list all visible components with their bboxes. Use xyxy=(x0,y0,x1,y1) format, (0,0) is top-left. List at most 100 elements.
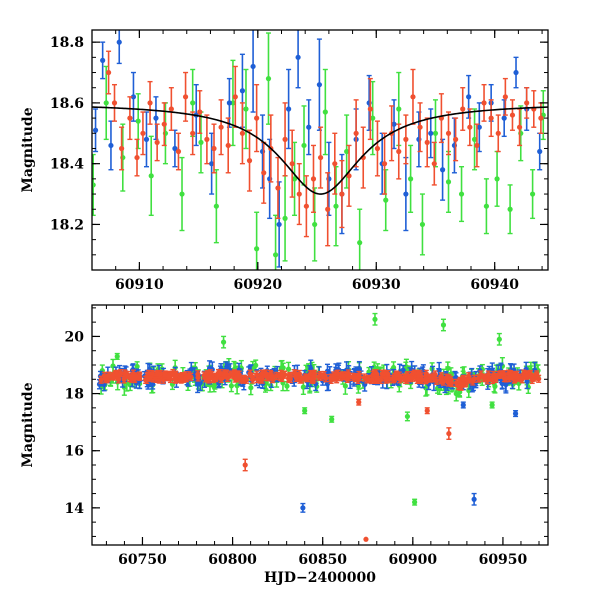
red-data-point xyxy=(340,372,346,381)
red-data-point xyxy=(345,369,352,378)
red-data-point xyxy=(424,117,430,168)
red-data-point xyxy=(410,68,416,125)
red-data-point xyxy=(460,374,467,384)
red-data-point xyxy=(118,368,124,378)
red-data-point xyxy=(407,374,413,383)
green-data-point xyxy=(282,175,288,262)
red-data-point xyxy=(147,80,153,125)
red-data-point xyxy=(239,102,246,165)
red-data-point xyxy=(339,159,345,229)
red-data-point xyxy=(402,375,409,384)
x-tick-label: 60920 xyxy=(233,277,282,293)
red-data-point xyxy=(474,123,480,168)
red-data-point xyxy=(416,369,422,378)
red-data-point xyxy=(453,117,459,162)
blue-data-point xyxy=(130,71,137,122)
red-data-point xyxy=(254,83,260,153)
red-data-point xyxy=(286,373,292,382)
red-data-point xyxy=(293,369,299,378)
red-data-point xyxy=(346,144,352,207)
green-data-point xyxy=(483,178,490,235)
blue-data-point xyxy=(153,96,159,141)
red-data-point xyxy=(317,126,324,189)
red-data-point xyxy=(105,50,112,95)
red-data-point xyxy=(154,123,160,162)
red-data-point xyxy=(403,114,409,165)
red-data-point xyxy=(467,108,473,147)
red-data-point xyxy=(246,129,253,192)
red-data-point xyxy=(423,374,430,384)
red-data-point xyxy=(431,141,437,186)
red-data-point xyxy=(445,111,452,156)
red-data-point xyxy=(531,90,537,128)
red-data-point xyxy=(250,375,256,384)
red-data-point xyxy=(361,373,367,382)
green-data-point xyxy=(408,144,414,213)
red-data-point xyxy=(140,111,146,156)
blue-data-point xyxy=(116,30,122,65)
red-data-point xyxy=(381,132,388,195)
green-outlier-point xyxy=(220,335,227,349)
y-tick-label: 14 xyxy=(65,501,85,517)
red-data-point xyxy=(488,99,494,138)
red-data-point xyxy=(172,371,178,380)
green-data-point xyxy=(179,156,185,232)
bottom-panel-full: 60750 60800 60850 60900 60950 14 16 18 20 Magnit… xyxy=(20,304,549,586)
x-tick-label: 60930 xyxy=(352,277,401,293)
blue-data-point xyxy=(428,108,434,159)
red-data-point xyxy=(360,126,366,189)
red-data-point xyxy=(417,102,423,153)
red-data-point xyxy=(393,370,400,379)
red-data-point xyxy=(513,372,519,381)
bottom-panel-ticks: 60750 60800 60850 60900 60950 14 16 18 20 xyxy=(65,305,548,568)
red-data-point xyxy=(495,114,501,153)
red-data-point xyxy=(367,77,373,141)
green-data-point xyxy=(530,169,536,220)
red-outlier-point xyxy=(242,458,248,472)
red-data-point xyxy=(493,372,499,382)
red-data-point xyxy=(111,83,118,122)
red-outlier-point xyxy=(446,427,452,440)
green-data-point xyxy=(432,99,439,168)
red-data-point xyxy=(243,375,250,384)
x-tick-label: 60750 xyxy=(118,552,167,568)
blue-data-point xyxy=(403,156,409,232)
red-data-point xyxy=(127,96,133,141)
blue-data-point xyxy=(172,129,178,168)
y-tick-label: 16 xyxy=(65,444,84,460)
green-data-point xyxy=(103,65,109,141)
green-data-point xyxy=(213,169,219,244)
red-data-point xyxy=(524,87,530,119)
red-data-point xyxy=(303,175,309,238)
red-data-point xyxy=(296,162,302,226)
red-data-point xyxy=(526,370,533,379)
red-data-point xyxy=(489,375,496,385)
red-data-point xyxy=(258,375,264,384)
red-data-point xyxy=(438,93,445,144)
green-outlier-point xyxy=(114,352,120,360)
green-outlier-point xyxy=(372,312,378,326)
red-data-point xyxy=(201,371,207,380)
top-panel-frame xyxy=(91,29,549,271)
red-data-point xyxy=(175,132,182,171)
x-tick-label: 60900 xyxy=(388,552,437,568)
red-data-point xyxy=(466,375,472,384)
red-data-point xyxy=(98,375,104,384)
red-data-point xyxy=(305,373,311,382)
red-data-point xyxy=(123,370,129,379)
x-tick-label: 60950 xyxy=(479,552,528,568)
red-data-point xyxy=(311,369,317,378)
red-data-point xyxy=(211,123,217,174)
red-data-point xyxy=(282,370,288,379)
red-data-point xyxy=(385,369,391,379)
green-data-point xyxy=(419,193,426,256)
red-data-point xyxy=(263,369,269,378)
red-data-point xyxy=(178,374,184,384)
red-data-point xyxy=(519,375,525,384)
green-data-point xyxy=(291,141,298,217)
blue-outlier-point xyxy=(300,502,306,513)
y-tick-label: 18 xyxy=(65,387,84,403)
red-data-point xyxy=(168,87,174,131)
red-data-point xyxy=(222,370,228,380)
